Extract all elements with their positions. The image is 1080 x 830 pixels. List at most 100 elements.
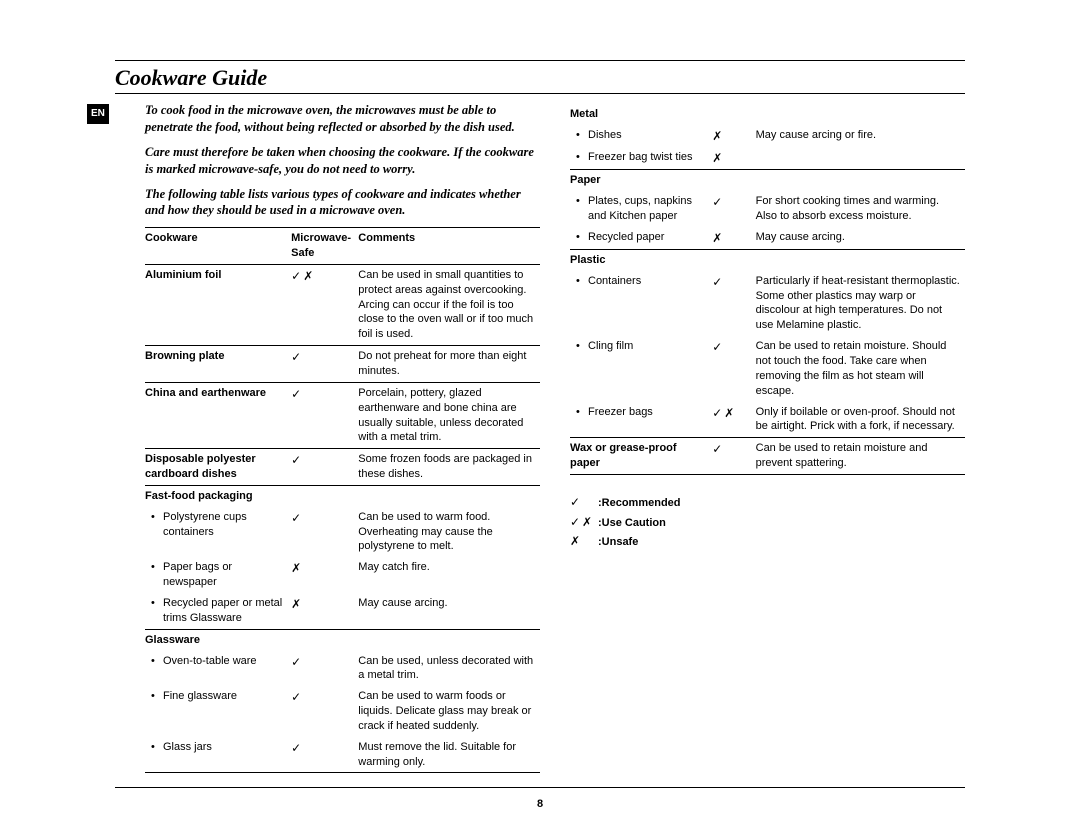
cookware-name: Plates, cups, napkins and Kitchen paper: [570, 191, 712, 227]
page-number: 8: [115, 798, 965, 810]
comment-text: Can be used to retain moisture and preve…: [756, 438, 965, 475]
safe-symbol: ✓✗: [712, 402, 755, 438]
table-row: Freezer bags✓✗Only if boilable or oven-p…: [570, 402, 965, 438]
comment-text: Some frozen foods are packaged in these …: [358, 449, 540, 486]
safe-symbol: ✗: [712, 227, 755, 250]
safe-symbol: ✓: [712, 191, 755, 227]
legend-caution: :Use Caution: [598, 517, 666, 529]
safe-symbol: [291, 629, 358, 650]
safe-symbol: ✗: [712, 125, 755, 147]
safe-symbol: ✓: [712, 438, 755, 475]
comment-text: Do not preheat for more than eight minut…: [358, 346, 540, 383]
comment-text: [756, 170, 965, 191]
comment-text: Only if boilable or oven-proof. Should n…: [756, 402, 965, 438]
safe-symbol: ✓: [291, 686, 358, 737]
cookware-name: Freezer bag twist ties: [570, 147, 712, 170]
cookware-name: Fine glassware: [145, 686, 291, 737]
table-row: Fast-food packaging: [145, 485, 540, 506]
comment-text: May cause arcing or fire.: [756, 125, 965, 147]
comment-text: Particularly if heat-resistant thermopla…: [756, 271, 965, 336]
page-title: Cookware Guide: [115, 65, 965, 91]
cookware-name: Disposable polyester cardboard dishes: [145, 449, 291, 486]
check-icon: ✓: [570, 493, 598, 512]
left-column: EN To cook food in the microwave oven, t…: [115, 102, 540, 773]
table-row: Paper: [570, 170, 965, 191]
cookware-name: Dishes: [570, 125, 712, 147]
caution-icon: ✓✗: [570, 513, 598, 532]
safe-symbol: ✗: [291, 557, 358, 593]
header-comments: Comments: [358, 228, 540, 265]
safe-symbol: [712, 104, 755, 125]
language-badge: EN: [87, 104, 109, 124]
table-row: Containers✓Particularly if heat-resistan…: [570, 271, 965, 336]
safe-symbol: ✓: [291, 346, 358, 383]
cookware-name: Aluminium foil: [145, 264, 291, 345]
table-row: Recycled paper✗May cause arcing.: [570, 227, 965, 250]
comment-text: Can be used, unless decorated with a met…: [358, 651, 540, 687]
cookware-name: Wax or grease-proof paper: [570, 438, 712, 475]
comment-text: [358, 629, 540, 650]
comment-text: Porcelain, pottery, glazed earthenware a…: [358, 382, 540, 448]
table-row: Plates, cups, napkins and Kitchen paper✓…: [570, 191, 965, 227]
cookware-name: Paper: [570, 170, 712, 191]
table-row: Glass jars✓Must remove the lid. Suitable…: [145, 737, 540, 773]
cookware-name: Oven-to-table ware: [145, 651, 291, 687]
table-row: Aluminium foil✓✗Can be used in small qua…: [145, 264, 540, 345]
legend: ✓:Recommended ✓✗:Use Caution ✗:Unsafe: [570, 493, 965, 552]
safe-symbol: ✓✗: [291, 264, 358, 345]
safe-symbol: ✓: [712, 271, 755, 336]
cookware-name: Recycled paper: [570, 227, 712, 250]
table-row: Plastic: [570, 249, 965, 270]
cookware-name: Browning plate: [145, 346, 291, 383]
table-row: Dishes✗May cause arcing or fire.: [570, 125, 965, 147]
cookware-name: Recycled paper or metal trims Glassware: [145, 593, 291, 629]
intro-paragraph: Care must therefore be taken when choosi…: [145, 144, 540, 178]
comment-text: Must remove the lid. Suitable for warmin…: [358, 737, 540, 773]
cookware-name: Fast-food packaging: [145, 485, 291, 506]
cookware-name: China and earthenware: [145, 382, 291, 448]
content-columns: EN To cook food in the microwave oven, t…: [115, 102, 965, 773]
comment-text: May cause arcing.: [358, 593, 540, 629]
comment-text: [756, 104, 965, 125]
comment-text: Can be used in small quantities to prote…: [358, 264, 540, 345]
cookware-table-left: Cookware Microwave-Safe Comments Alumini…: [145, 227, 540, 773]
table-row: Paper bags or newspaper✗May catch fire.: [145, 557, 540, 593]
table-row: Recycled paper or metal trims Glassware✗…: [145, 593, 540, 629]
table-row: China and earthenware✓Porcelain, pottery…: [145, 382, 540, 448]
safe-symbol: [712, 249, 755, 270]
table-row: Fine glassware✓Can be used to warm foods…: [145, 686, 540, 737]
title-rule: [115, 93, 965, 94]
safe-symbol: ✓: [291, 449, 358, 486]
safe-symbol: ✓: [712, 336, 755, 401]
cross-icon: ✗: [570, 532, 598, 551]
table-row: Oven-to-table ware✓Can be used, unless d…: [145, 651, 540, 687]
legend-recommended: :Recommended: [598, 497, 681, 509]
table-row: Metal: [570, 104, 965, 125]
cookware-name: Cling film: [570, 336, 712, 401]
table-row: Freezer bag twist ties✗: [570, 147, 965, 170]
comment-text: May cause arcing.: [756, 227, 965, 250]
comment-text: May catch fire.: [358, 557, 540, 593]
table-row: Glassware: [145, 629, 540, 650]
cookware-name: Containers: [570, 271, 712, 336]
table-row: Disposable polyester cardboard dishes✓So…: [145, 449, 540, 486]
table-row: Browning plate✓Do not preheat for more t…: [145, 346, 540, 383]
comment-text: For short cooking times and warming. Als…: [756, 191, 965, 227]
table-row: Cling film✓Can be used to retain moistur…: [570, 336, 965, 401]
right-column: MetalDishes✗May cause arcing or fire.Fre…: [570, 102, 965, 773]
bottom-rule: [115, 787, 965, 788]
safe-symbol: ✓: [291, 507, 358, 558]
top-rule: [115, 60, 965, 61]
comment-text: [756, 147, 965, 170]
cookware-name: Paper bags or newspaper: [145, 557, 291, 593]
table-row: Wax or grease-proof paper✓Can be used to…: [570, 438, 965, 475]
comment-text: [756, 249, 965, 270]
comment-text: Can be used to warm foods or liquids. De…: [358, 686, 540, 737]
header-safe: Microwave-Safe: [291, 228, 358, 265]
cookware-name: Glass jars: [145, 737, 291, 773]
intro-text: To cook food in the microwave oven, the …: [145, 102, 540, 219]
cookware-name: Polystyrene cups containers: [145, 507, 291, 558]
safe-symbol: ✓: [291, 651, 358, 687]
safe-symbol: [712, 170, 755, 191]
cookware-name: Metal: [570, 104, 712, 125]
